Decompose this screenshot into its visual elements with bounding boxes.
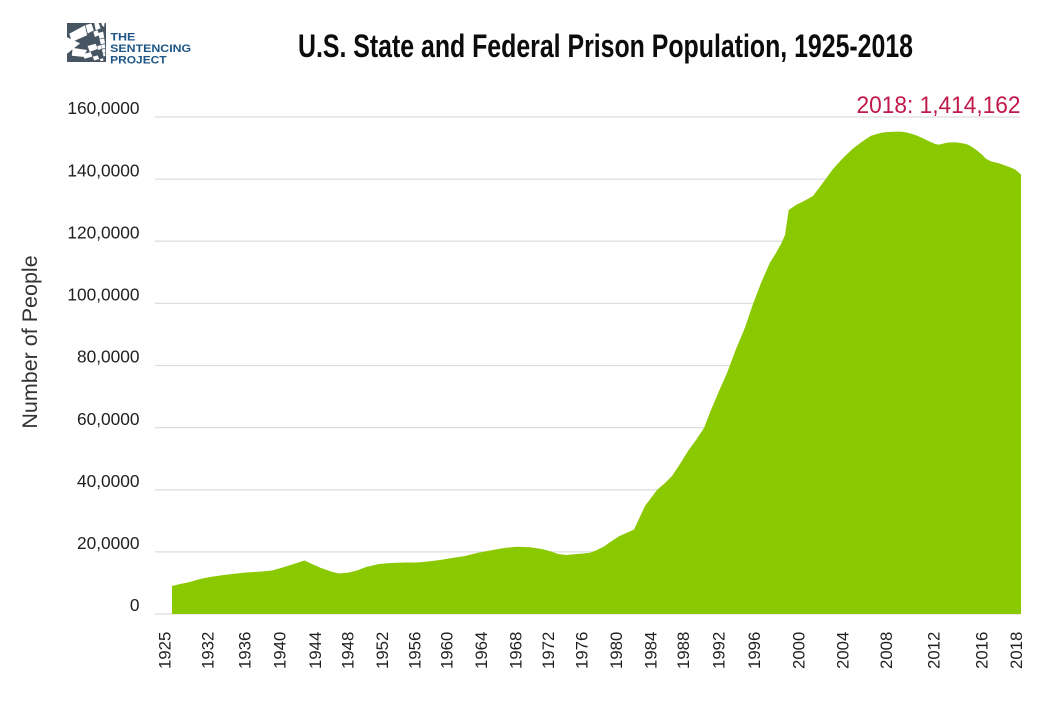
svg-text:1984: 1984 <box>641 632 660 669</box>
svg-text:THE: THE <box>110 31 135 43</box>
svg-text:40,0000: 40,0000 <box>77 471 139 491</box>
svg-text:1964: 1964 <box>472 632 491 669</box>
svg-text:1944: 1944 <box>306 632 325 669</box>
svg-text:120,0000: 120,0000 <box>67 222 139 242</box>
svg-text:2018: 2018 <box>1007 632 1026 669</box>
svg-text:1972: 1972 <box>539 632 558 669</box>
svg-text:1925: 1925 <box>155 632 174 669</box>
svg-text:Number of People: Number of People <box>18 255 42 428</box>
svg-text:2004: 2004 <box>834 632 853 669</box>
svg-text:0: 0 <box>130 595 140 615</box>
svg-text:U.S. State and Federal Prison: U.S. State and Federal Prison Population… <box>298 28 913 64</box>
svg-text:SENTENCING: SENTENCING <box>110 43 191 55</box>
svg-text:1956: 1956 <box>405 632 424 669</box>
svg-text:1976: 1976 <box>572 632 591 669</box>
svg-text:1948: 1948 <box>339 632 358 669</box>
svg-text:1980: 1980 <box>607 632 626 669</box>
svg-text:1940: 1940 <box>270 632 289 669</box>
svg-text:1988: 1988 <box>674 632 693 669</box>
svg-text:1968: 1968 <box>506 632 525 669</box>
svg-text:160,0000: 160,0000 <box>67 98 139 118</box>
svg-text:1992: 1992 <box>710 632 729 669</box>
svg-text:20,0000: 20,0000 <box>77 533 139 553</box>
svg-text:2000: 2000 <box>789 632 808 669</box>
svg-text:1932: 1932 <box>199 632 218 669</box>
svg-text:2012: 2012 <box>925 632 944 669</box>
svg-text:2016: 2016 <box>973 632 992 669</box>
svg-text:80,0000: 80,0000 <box>77 347 139 367</box>
svg-text:1996: 1996 <box>745 632 764 669</box>
svg-text:PROJECT: PROJECT <box>110 54 167 66</box>
svg-text:100,0000: 100,0000 <box>67 285 139 305</box>
svg-text:2008: 2008 <box>877 632 896 669</box>
svg-text:1936: 1936 <box>235 632 254 669</box>
svg-text:140,0000: 140,0000 <box>67 160 139 180</box>
svg-text:2018: 1,414,162: 2018: 1,414,162 <box>857 92 1021 119</box>
svg-text:60,0000: 60,0000 <box>77 409 139 429</box>
svg-text:1960: 1960 <box>438 632 457 669</box>
svg-text:1952: 1952 <box>373 632 392 669</box>
